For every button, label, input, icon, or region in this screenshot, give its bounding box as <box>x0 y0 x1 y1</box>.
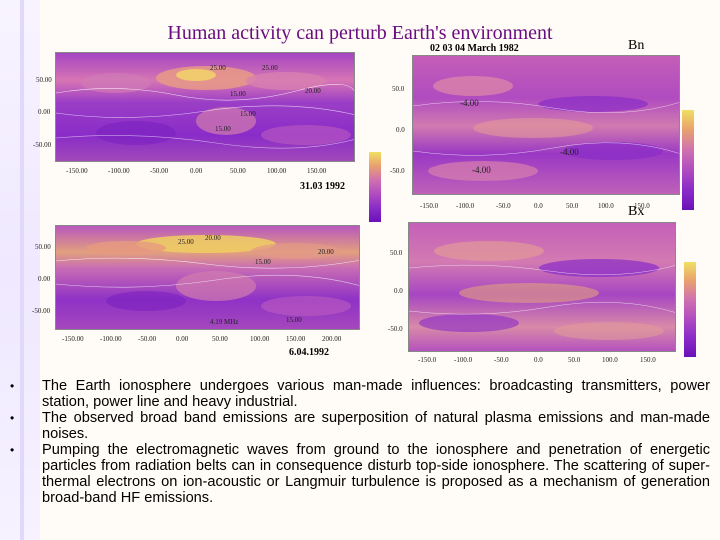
map-bottom-left <box>55 225 360 330</box>
x-tick: 50.0 <box>566 202 579 210</box>
y-tick: 0.00 <box>38 108 51 116</box>
contour-label: -4.00 <box>460 98 479 108</box>
contour-label: 15.00 <box>230 90 246 98</box>
bullet-text: The observed broad band emissions are su… <box>42 410 710 442</box>
y-tick: 0.00 <box>38 275 51 283</box>
contour-label: 25.00 <box>210 64 226 72</box>
x-tick: 100.00 <box>250 335 270 343</box>
contour-label: 25.00 <box>178 238 194 246</box>
y-tick: 0.0 <box>394 287 403 295</box>
x-tick: 50.0 <box>568 356 581 364</box>
bullet-item: • Pumping the electromagnetic waves from… <box>10 442 710 506</box>
x-tick: 50.00 <box>230 167 246 175</box>
y-tick: 50.0 <box>392 85 405 93</box>
bullet-list: • The Earth ionosphere undergoes various… <box>10 378 710 506</box>
y-tick: 50.00 <box>36 76 52 84</box>
x-tick: 0.0 <box>534 356 543 364</box>
contour-label: 15.00 <box>215 125 231 133</box>
x-tick: 200.00 <box>322 335 342 343</box>
y-tick: -50.00 <box>32 307 51 315</box>
contour-label: 20.00 <box>318 248 334 256</box>
contour-label: 20.00 <box>205 234 221 242</box>
y-tick: -50.00 <box>33 141 52 149</box>
x-tick: 150.00 <box>286 335 306 343</box>
x-tick: 0.00 <box>190 167 203 175</box>
x-tick: -50.0 <box>494 356 509 364</box>
x-tick: -100.0 <box>454 356 473 364</box>
bullet-item: • The observed broad band emissions are … <box>10 410 710 442</box>
contour-label: 15.00 <box>240 110 256 118</box>
bullet-text: Pumping the electromagnetic waves from g… <box>42 442 710 506</box>
contour-label: -4.00 <box>472 165 491 175</box>
x-tick: -150.0 <box>418 356 437 364</box>
panel-header: 02 03 04 March 1982 <box>430 43 519 54</box>
x-tick: -50.00 <box>150 167 169 175</box>
colorbar-top-right <box>682 110 694 210</box>
panel-letter: Bn <box>628 38 645 53</box>
x-tick: 50.00 <box>212 335 228 343</box>
slide-title: Human activity can perturb Earth's envir… <box>167 22 553 44</box>
x-tick: 100.00 <box>267 167 287 175</box>
bullet-marker: • <box>10 443 15 457</box>
y-tick: 50.00 <box>35 243 51 251</box>
map-top-left-svg <box>56 53 354 161</box>
y-tick: -50.0 <box>388 325 403 333</box>
x-tick: -100.0 <box>456 202 475 210</box>
x-tick: -50.0 <box>496 202 511 210</box>
y-tick: -50.0 <box>390 167 405 175</box>
x-tick: -150.0 <box>420 202 439 210</box>
left-stripe <box>20 0 24 540</box>
panel-letter: Bx <box>628 204 645 219</box>
map-top-right <box>412 55 680 195</box>
x-tick: 0.0 <box>534 202 543 210</box>
colorbar-bottom-right <box>684 262 696 357</box>
x-tick: -100.00 <box>108 167 130 175</box>
map-bottom-right-svg <box>409 223 675 351</box>
x-tick: 150.0 <box>634 202 650 210</box>
bullet-marker: • <box>10 411 15 425</box>
bullet-marker: • <box>10 379 15 393</box>
y-tick: 0.0 <box>396 126 405 134</box>
bullet-item: • The Earth ionosphere undergoes various… <box>10 378 710 410</box>
map-top-right-svg <box>413 56 679 194</box>
y-tick: 50.0 <box>390 249 403 257</box>
contour-label: -4.00 <box>560 147 579 157</box>
map-bottom-left-svg <box>56 226 359 329</box>
contour-label: 4.19 MHz <box>210 318 239 326</box>
x-tick: 100.0 <box>598 202 614 210</box>
colorbar-top-left <box>369 152 381 222</box>
x-tick: 100.0 <box>602 356 618 364</box>
contour-label: 20.00 <box>305 87 321 95</box>
contour-label: 15.00 <box>255 258 271 266</box>
panel-date: 31.03 1992 <box>300 181 345 192</box>
x-tick: 150.0 <box>640 356 656 364</box>
x-tick: -150.00 <box>62 335 84 343</box>
map-top-left <box>55 52 355 162</box>
x-tick: 150.00 <box>307 167 327 175</box>
contour-label: 15.00 <box>286 316 302 324</box>
map-bottom-right <box>408 222 676 352</box>
bullet-text: The Earth ionosphere undergoes various m… <box>42 378 710 410</box>
x-tick: -100.00 <box>100 335 122 343</box>
contour-label: 25.00 <box>262 64 278 72</box>
x-tick: 0.00 <box>176 335 189 343</box>
panel-date: 6.04.1992 <box>289 347 329 358</box>
x-tick: -50.00 <box>138 335 157 343</box>
x-tick: -150.00 <box>66 167 88 175</box>
